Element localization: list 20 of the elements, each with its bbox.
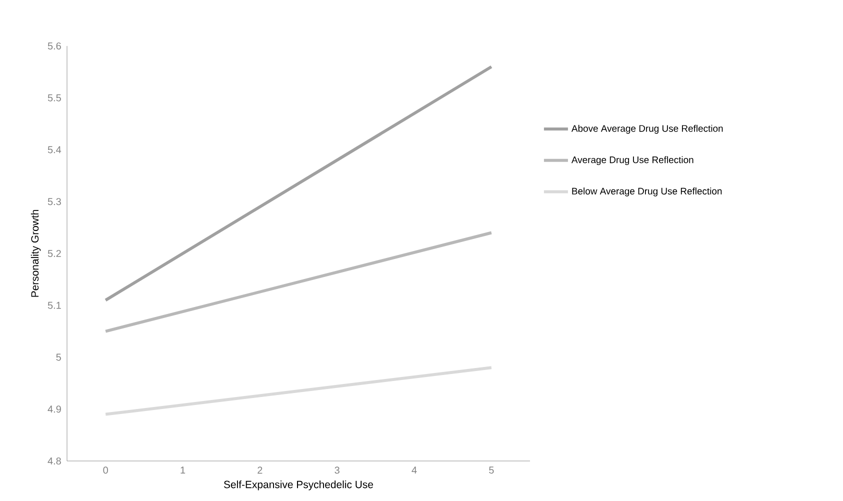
y-axis-title: Personality Growth	[30, 210, 41, 297]
x-tick-label: 2	[258, 466, 262, 474]
y-tick-label: 5.3	[48, 198, 61, 206]
legend-label: Average Drug Use Reflection	[571, 156, 694, 166]
x-tick-label: 5	[489, 466, 494, 474]
y-tick-label: 5.4	[48, 146, 62, 154]
y-tick-label: 5.5	[48, 94, 61, 102]
legend-label: Above Average Drug Use Reflection	[571, 124, 723, 134]
x-tick-label: 0	[103, 466, 108, 474]
y-tick-label: 5.2	[48, 250, 61, 258]
y-tick-label: 5.1	[48, 302, 61, 309]
x-tick-label: 3	[334, 466, 340, 474]
y-tick-label: 5	[56, 354, 61, 361]
y-tick-label: 5.6	[48, 42, 61, 50]
y-tick-label: 4.8	[48, 457, 61, 465]
x-tick-label: 4	[412, 466, 417, 474]
legend-label: Below Average Drug Use Reflection	[572, 188, 722, 196]
y-tick-label: 4.9	[48, 406, 61, 413]
x-axis-title: Self-Expansive Psychedelic Use	[224, 480, 374, 490]
x-tick-label: 1	[180, 466, 186, 474]
